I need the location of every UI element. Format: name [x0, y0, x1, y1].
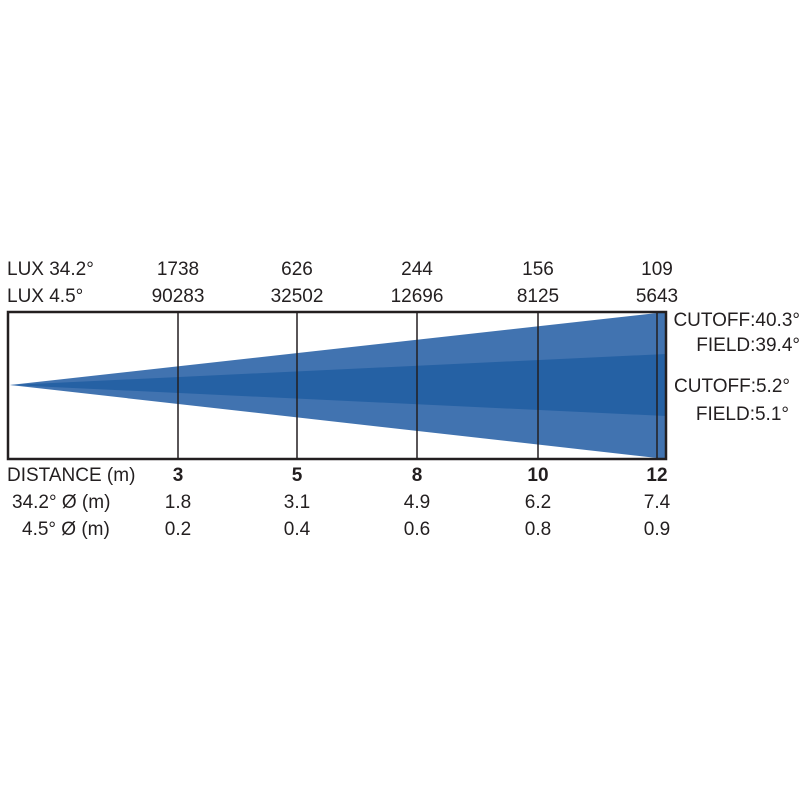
dia-wide-value: 1.8 — [164, 492, 192, 513]
lux-wide-label: LUX 34.2° — [7, 259, 94, 280]
lux-narrow-value: 5643 — [635, 286, 679, 307]
dia-narrow-value: 0.6 — [403, 519, 431, 540]
lux-wide-value: 244 — [401, 259, 433, 280]
lux-wide-value: 1738 — [156, 259, 200, 280]
narrow-field-label: FIELD:5.1° — [695, 404, 789, 425]
distance-value: 3 — [172, 465, 184, 486]
distance-value: 8 — [411, 465, 423, 486]
lux-narrow-value: 90283 — [151, 286, 205, 307]
lux-wide-value: 626 — [281, 259, 313, 280]
dia-narrow-value: 0.2 — [164, 519, 192, 540]
dia-wide-value: 4.9 — [403, 492, 431, 513]
inner-beam — [10, 354, 666, 416]
dia-wide-value: 7.4 — [643, 492, 671, 513]
distance-label: DISTANCE (m) — [7, 465, 136, 486]
lux-wide-value: 109 — [641, 259, 673, 280]
diagram-frame — [6, 310, 668, 461]
dia-wide-value: 3.1 — [283, 492, 311, 513]
lux-narrow-value: 8125 — [516, 286, 560, 307]
wide-field-label: FIELD:39.4° — [696, 335, 800, 356]
dia-narrow-value: 0.4 — [283, 519, 311, 540]
dia-wide-value: 6.2 — [524, 492, 552, 513]
lux-wide-value: 156 — [522, 259, 554, 280]
distance-value: 12 — [646, 465, 668, 486]
lux-narrow-value: 32502 — [270, 286, 324, 307]
distance-value: 10 — [527, 465, 549, 486]
distance-value: 5 — [291, 465, 303, 486]
wide-cutoff-label: CUTOFF:40.3° — [673, 310, 800, 331]
lux-narrow-label: LUX 4.5° — [7, 286, 84, 307]
dia-narrow-value: 0.8 — [524, 519, 552, 540]
dia-narrow-label: 4.5° Ø (m) — [22, 519, 110, 540]
lux-narrow-value: 12696 — [390, 286, 444, 307]
narrow-cutoff-label: CUTOFF:5.2° — [674, 376, 790, 397]
dia-wide-label: 34.2° Ø (m) — [12, 492, 111, 513]
dia-narrow-value: 0.9 — [643, 519, 671, 540]
